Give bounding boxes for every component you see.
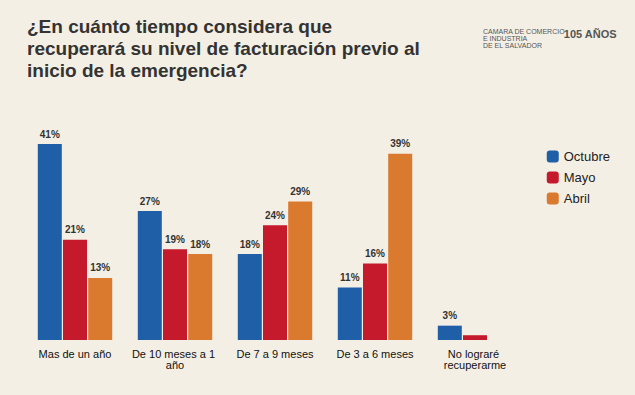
svg-text:Mayo: Mayo — [564, 170, 596, 185]
svg-text:18%: 18% — [240, 239, 260, 250]
svg-text:¿En cuánto tiempo considera qu: ¿En cuánto tiempo considera que — [27, 16, 332, 37]
svg-text:año: año — [166, 359, 184, 371]
svg-text:41%: 41% — [40, 129, 60, 140]
svg-text:De 3 a 6 meses: De 3 a 6 meses — [336, 348, 414, 360]
svg-text:recuperará su nivel de factura: recuperará su nivel de facturación previ… — [27, 38, 420, 59]
svg-text:105 AÑOS: 105 AÑOS — [564, 28, 617, 40]
svg-text:3%: 3% — [443, 310, 458, 321]
svg-text:27%: 27% — [140, 196, 160, 207]
svg-text:21%: 21% — [65, 224, 85, 235]
svg-text:CAMARA DE COMERCIO: CAMARA DE COMERCIO — [483, 28, 565, 35]
svg-text:E INDUSTRIA: E INDUSTRIA — [483, 35, 528, 42]
svg-text:recuperarme: recuperarme — [444, 359, 506, 371]
svg-text:39%: 39% — [390, 138, 410, 149]
svg-text:Mas de un año: Mas de un año — [39, 348, 112, 360]
svg-text:DE EL SALVADOR: DE EL SALVADOR — [483, 42, 542, 49]
svg-text:inicio de la emergencia?: inicio de la emergencia? — [27, 60, 248, 81]
svg-text:29%: 29% — [290, 186, 310, 197]
svg-text:11%: 11% — [340, 272, 360, 283]
svg-text:18%: 18% — [190, 239, 210, 250]
svg-text:De 10 meses a 1: De 10 meses a 1 — [131, 347, 219, 360]
svg-text:16%: 16% — [365, 248, 385, 259]
svg-text:De 7 a 9 meses: De 7 a 9 meses — [236, 348, 314, 360]
svg-text:13%: 13% — [90, 262, 110, 273]
svg-text:Abril: Abril — [564, 191, 590, 206]
svg-text:No lograré: No lograré — [447, 347, 503, 360]
svg-text:24%: 24% — [265, 210, 285, 221]
svg-text:19%: 19% — [165, 234, 185, 245]
svg-text:Octubre: Octubre — [564, 149, 610, 164]
